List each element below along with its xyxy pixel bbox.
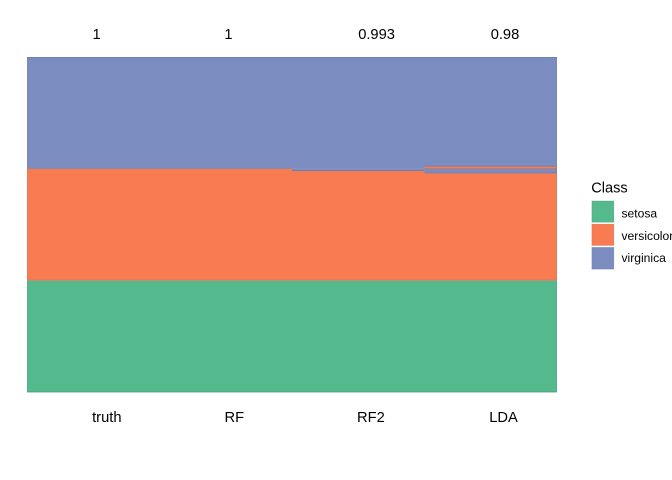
svg-text:versicolor: versicolor [622,229,672,243]
svg-text:truth: truth [92,410,121,426]
svg-text:setosa: setosa [622,206,658,220]
svg-text:RF2: RF2 [357,410,385,426]
svg-text:RF: RF [225,410,245,426]
svg-text:0.98: 0.98 [491,27,520,43]
svg-text:virginica: virginica [622,251,667,265]
svg-text:Class: Class [591,181,628,197]
svg-text:1: 1 [93,27,101,43]
svg-text:LDA: LDA [489,410,518,426]
svg-text:1: 1 [224,27,232,43]
svg-text:0.993: 0.993 [358,27,395,43]
